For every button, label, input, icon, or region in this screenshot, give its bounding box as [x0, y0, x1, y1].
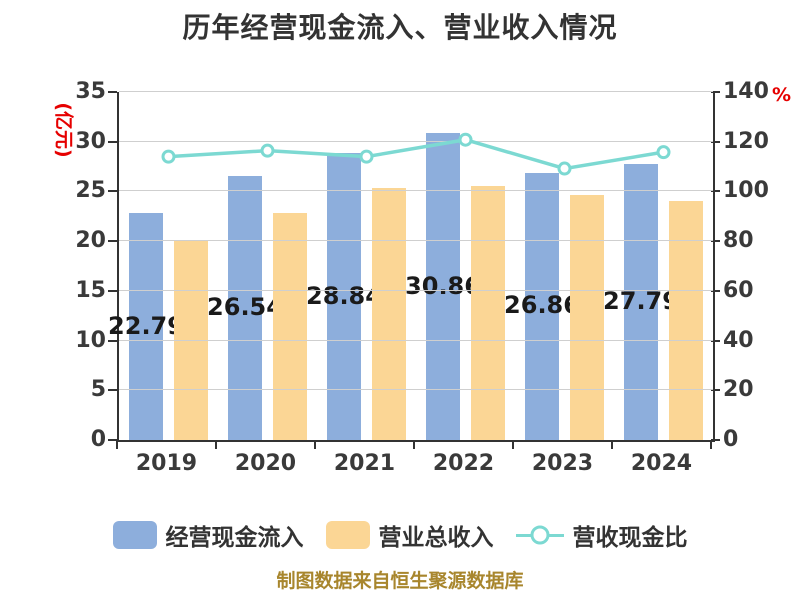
bar-2024-cash-inflow — [624, 163, 658, 440]
x-axis-label: 2019 — [135, 451, 198, 476]
legend-item-cash-to-revenue-ratio: 营收现金比 — [515, 518, 688, 552]
bar-value-label: 22.79 — [108, 311, 184, 340]
right-axis-tick-label: 0 — [723, 427, 739, 452]
bar-2022-cash-inflow — [426, 133, 460, 440]
x-axis-tick — [314, 440, 316, 449]
left-axis-tick-label: 35 — [75, 79, 106, 104]
right-axis-tick — [711, 91, 720, 93]
left-axis-tick — [108, 289, 117, 292]
line-marker — [458, 132, 473, 147]
left-axis-tick — [108, 240, 117, 243]
grid-line — [119, 240, 713, 242]
right-axis-tick-label: 140 — [723, 79, 769, 104]
grid-line — [119, 91, 713, 92]
bar-value-label: 30.86 — [405, 271, 481, 300]
right-axis-tick-label: 100 — [723, 178, 769, 204]
bar-2020-cash-inflow — [228, 176, 262, 440]
grid-line — [119, 190, 713, 192]
right-axis-tick-label: 80 — [723, 228, 754, 254]
right-axis-tick — [711, 389, 720, 392]
bar-2023-cash-inflow — [525, 172, 559, 440]
chart-title: 历年经营现金流入、营业收入情况 — [182, 11, 618, 44]
orange-bar-swatch-icon — [325, 521, 370, 549]
bar-2022-revenue — [471, 186, 505, 440]
left-axis-tick — [108, 389, 117, 392]
left-axis-tick-label: 10 — [75, 327, 106, 353]
right-axis-tick — [711, 240, 720, 243]
right-axis-unit-label: % — [772, 84, 792, 106]
legend-label: 营收现金比 — [572, 525, 688, 551]
x-axis-tick — [512, 440, 514, 449]
legend-item-operating-cash-inflow: 经营现金流入 — [112, 518, 304, 552]
x-axis-label: 2021 — [333, 451, 396, 476]
left-axis-tick-label: 5 — [90, 377, 106, 403]
legend: 经营现金流入 营业总收入 营收现金比 — [0, 518, 800, 552]
left-axis-tick — [108, 339, 117, 342]
bar-2019-revenue — [174, 241, 208, 440]
bar-value-label: 27.79 — [603, 286, 679, 315]
left-axis-tick — [108, 140, 117, 143]
left-axis-tick-label: 20 — [75, 228, 106, 254]
x-axis-tick — [611, 440, 613, 449]
grid-line — [119, 140, 713, 142]
right-axis-tick-label: 20 — [723, 377, 754, 403]
legend-label: 营业总收入 — [378, 525, 494, 551]
line-marker — [161, 149, 176, 164]
plot-area: 22.79 26.54 28.84 30.86 26.86 27.79 — [108, 91, 715, 442]
left-axis-tick-label: 15 — [75, 277, 106, 303]
x-axis-label: 2022 — [432, 451, 495, 476]
right-axis-tick-label: 60 — [723, 277, 754, 303]
x-axis-label: 2024 — [630, 451, 693, 476]
bar-value-label: 26.86 — [504, 291, 580, 320]
x-axis-tick — [215, 440, 217, 449]
legend-item-total-revenue: 营业总收入 — [325, 518, 494, 552]
line-marker — [359, 149, 374, 164]
blue-bar-swatch-icon — [112, 521, 157, 549]
right-axis-tick-label: 120 — [723, 128, 769, 154]
line-marker — [557, 161, 572, 176]
ratio-line-series — [161, 132, 671, 176]
left-axis-tick-label: 25 — [75, 178, 106, 204]
bar-2020-revenue — [273, 213, 307, 440]
legend-label: 经营现金流入 — [165, 525, 304, 551]
data-source-note: 制图数据来自恒生聚源数据库 — [276, 570, 524, 592]
bar-2019-cash-inflow — [129, 213, 163, 440]
line-marker — [260, 143, 275, 158]
bar-2021-revenue — [372, 188, 406, 440]
left-axis-tick-label: 0 — [90, 427, 106, 452]
left-axis-tick — [108, 439, 117, 441]
grid-line — [119, 339, 713, 341]
bar-value-label: 26.54 — [207, 293, 283, 322]
x-axis-tick — [116, 440, 118, 449]
right-axis-tick — [711, 289, 720, 292]
left-axis-tick-label: 30 — [75, 128, 106, 154]
left-axis-tick — [108, 190, 117, 193]
bar-2021-cash-inflow — [327, 153, 361, 440]
right-axis-tick-label: 40 — [723, 327, 754, 353]
x-axis-tick — [710, 440, 712, 449]
right-axis-tick — [711, 190, 720, 193]
line-marker-swatch-icon — [515, 521, 564, 549]
left-axis-tick — [108, 91, 117, 93]
line-marker — [656, 145, 671, 160]
x-axis-tick — [413, 440, 415, 449]
bar-value-label: 28.84 — [306, 281, 382, 310]
right-axis-tick — [711, 140, 720, 143]
grid-line — [119, 289, 713, 291]
bar-2023-revenue — [570, 195, 604, 440]
right-axis-tick — [711, 339, 720, 342]
right-axis-tick — [711, 439, 720, 441]
grid-line — [119, 389, 713, 391]
x-axis-label: 2020 — [234, 451, 297, 476]
x-axis-label: 2023 — [531, 451, 594, 476]
